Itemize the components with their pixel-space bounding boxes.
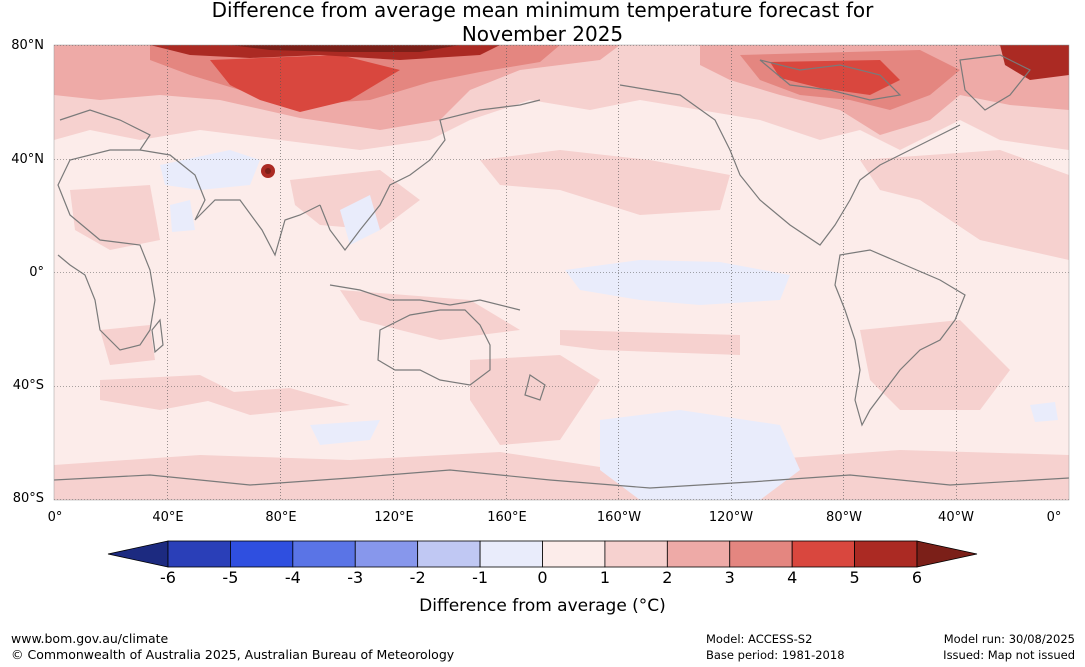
colorbar-swatch xyxy=(417,540,481,568)
anomaly-neg-1-0-south-atlantic xyxy=(1030,402,1058,422)
anomaly-1-2-patch-south-ocean-1 xyxy=(100,375,240,410)
colorbar-tick-label: 3 xyxy=(724,568,735,587)
map-title-line2: November 2025 xyxy=(461,22,624,46)
coast-arabia-india xyxy=(139,149,321,257)
footer-model: Model: ACCESS-S2 xyxy=(706,632,813,646)
map-title: Difference from average mean minimum tem… xyxy=(0,0,1085,46)
anomaly-5-6-greenland xyxy=(1000,45,1069,80)
colorbar-tick-label: 5 xyxy=(849,568,860,587)
map-title-line1: Difference from average mean minimum tem… xyxy=(211,0,874,22)
lon-label-160e: 160°E xyxy=(487,510,527,525)
map-area xyxy=(54,45,1069,500)
colorbar-swatch xyxy=(354,540,419,568)
coast-arctic-islands xyxy=(759,59,902,101)
anomaly-1-2-patch-atlantic xyxy=(860,150,1069,260)
coast-africa-europe xyxy=(57,109,156,351)
map-frame xyxy=(53,44,1070,501)
colorbar-tick-label: -5 xyxy=(222,568,239,587)
colorbar-swatch xyxy=(666,540,731,568)
anomaly-1-2-patch-south-ocean-2 xyxy=(190,388,350,415)
coastlines xyxy=(54,54,1069,489)
colorbar-tick-label: 6 xyxy=(911,568,923,587)
colorbar xyxy=(107,540,978,568)
colorbar-tick-label: 0 xyxy=(537,568,548,587)
coast-australia xyxy=(377,309,491,386)
colorbar-swatch xyxy=(542,540,606,568)
anomaly-neg-1-0-china xyxy=(340,195,380,245)
anomaly-4-5-arctic xyxy=(770,60,900,95)
footer-base-period: Base period: 1981-2018 xyxy=(706,648,845,662)
coast-new-zealand xyxy=(524,374,546,401)
footer-copyright: © Commonwealth of Australia 2025, Austra… xyxy=(11,647,455,662)
anomaly-1-2-patch-south-pacific xyxy=(560,330,740,355)
lon-label-120e: 120°E xyxy=(374,510,414,525)
lat-label-40n: 40°N xyxy=(11,152,44,167)
colorbar-tick-label: 1 xyxy=(599,568,610,587)
footer-issued: Issued: Map not issued xyxy=(943,648,1075,662)
colorbar-tick-label: -6 xyxy=(160,568,176,587)
lon-label-160w: 160°W xyxy=(596,510,642,525)
anomaly-1-2-patch-indonesia xyxy=(340,290,520,340)
lon-label-40e: 40°E xyxy=(152,510,184,525)
lon-label-80e: 80°E xyxy=(265,510,297,525)
coast-antarctica xyxy=(54,469,1069,489)
colorbar-swatch xyxy=(604,540,668,568)
anomaly-neg-1-0-southern-ocean xyxy=(600,410,800,500)
colorbar-swatch xyxy=(292,540,356,568)
colorbar-tick-label: 2 xyxy=(662,568,673,587)
anomaly-neg-1-0-central-asia xyxy=(160,150,260,190)
anomaly-1-2-band-south xyxy=(54,450,1069,500)
footer-website: www.bom.gov.au/climate xyxy=(11,631,169,646)
anomaly-above-6 xyxy=(230,45,460,52)
anomaly-neg-1-0-arabia xyxy=(170,200,195,232)
lat-label-80n: 80°N xyxy=(11,38,44,53)
anomaly-1-2-patch-asia xyxy=(290,170,420,230)
anomaly-1-2-patch-australia-east xyxy=(470,355,600,445)
colorbar-swatch xyxy=(479,540,543,568)
colorbar-swatch xyxy=(230,540,294,568)
lat-label-80s: 80°S xyxy=(12,491,44,506)
lon-label-0-left: 0° xyxy=(47,510,63,525)
coast-greenland xyxy=(959,54,1031,111)
colorbar-label: Difference from average (°C) xyxy=(419,596,666,616)
lon-label-40w: 40°W xyxy=(938,510,974,525)
lat-label-0: 0° xyxy=(29,265,44,280)
colorbar-tick-label: 4 xyxy=(787,568,798,587)
colorbar-extend-high xyxy=(916,540,978,568)
lon-label-0-right: 0° xyxy=(1046,510,1062,525)
anomaly-1-2-patch-south-america xyxy=(860,320,1010,410)
anomaly-1-2-patch-africa-south xyxy=(100,325,155,365)
coast-indonesia xyxy=(329,284,521,311)
graticule xyxy=(54,45,1069,500)
colorbar-tick-label: -2 xyxy=(409,568,426,587)
anomaly-neg-1-0-equatorial-pacific xyxy=(565,260,790,305)
lon-label-80w: 80°W xyxy=(826,510,862,525)
colorbar-swatch xyxy=(854,540,918,568)
anomaly-neg-1-0-south-indian xyxy=(310,420,380,445)
colorbar-tick-label: -4 xyxy=(284,568,301,587)
anomaly-4-5-siberia xyxy=(210,55,400,112)
lat-label-40s: 40°S xyxy=(12,378,44,393)
colorbar-extend-low xyxy=(107,540,169,568)
colorbar-swatch xyxy=(729,540,793,568)
coast-south-america xyxy=(834,249,966,427)
coast-madagascar xyxy=(151,318,164,354)
colorbar-swatch xyxy=(167,540,231,568)
lon-label-120w: 120°W xyxy=(708,510,754,525)
colorbar-tick-label: -1 xyxy=(472,568,489,587)
anomaly-1-2-patch-pacific-north xyxy=(480,150,730,215)
coast-east-asia xyxy=(319,99,541,251)
colorbar-swatch xyxy=(791,540,855,568)
footer-model-run: Model run: 30/08/2025 xyxy=(943,632,1075,646)
coast-north-america xyxy=(619,84,961,246)
colorbar-tick-label: -3 xyxy=(347,568,364,587)
